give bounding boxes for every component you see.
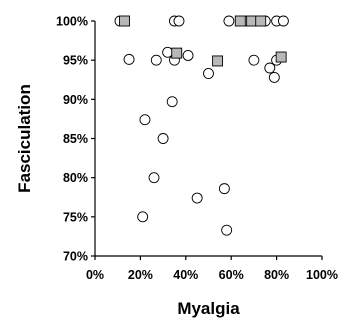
data-point-square [119, 15, 130, 27]
x-tick-label: 40% [173, 268, 198, 282]
x-tick-label: 20% [128, 268, 153, 282]
data-point-circle [162, 46, 174, 58]
data-point-circle [191, 192, 203, 204]
data-point-circle [150, 54, 162, 66]
data-point-circle [264, 62, 276, 74]
data-point-circle [221, 224, 233, 236]
y-tick-label: 85% [63, 132, 88, 146]
y-tick-label: 95% [63, 54, 88, 68]
x-axis-title: Myalgia [177, 299, 240, 318]
data-point-square [275, 51, 287, 63]
x-tick-label: 0% [86, 268, 104, 282]
data-point-circle [218, 183, 230, 195]
data-point-circle [223, 15, 235, 27]
data-point-circle [157, 133, 169, 144]
data-point-circle [173, 15, 185, 27]
y-tick-label: 75% [63, 210, 88, 224]
data-points [114, 15, 289, 236]
data-point-circle [277, 15, 289, 27]
data-point-circle [137, 211, 149, 223]
data-point-circle [139, 114, 151, 126]
y-tick-label: 90% [63, 93, 88, 107]
data-point-square [246, 15, 258, 27]
data-point-circle [182, 50, 194, 61]
y-tick-label: 80% [63, 171, 88, 185]
data-point-circle [123, 53, 135, 65]
x-tick-label: 60% [219, 268, 244, 282]
data-point-circle [203, 68, 214, 79]
data-point-square [234, 15, 246, 27]
data-point-square [212, 55, 224, 67]
y-tick-label: 100% [56, 15, 88, 29]
x-axis-ticks: 0% 20% 40% 60% 80% 100% [86, 256, 338, 282]
x-tick-label: 80% [264, 268, 289, 282]
data-point-circle [148, 172, 160, 184]
data-point-square [171, 47, 183, 59]
y-axis-title: Fasciculation [15, 84, 34, 193]
y-tick-label: 70% [63, 250, 88, 264]
data-point-circle [166, 96, 178, 108]
data-point-square [255, 15, 267, 27]
data-point-circle [268, 71, 280, 83]
x-tick-label: 100% [306, 268, 338, 282]
data-point-circle [248, 54, 260, 66]
y-axis-ticks: 70% 75% 80% 85% 90% 95% 100% [56, 15, 95, 264]
